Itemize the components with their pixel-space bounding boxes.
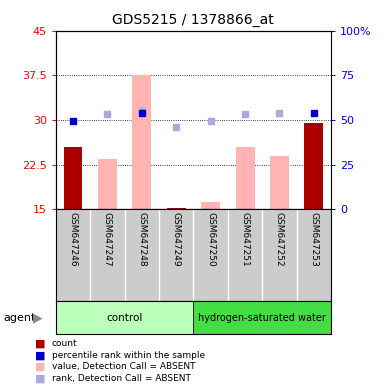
Text: GSM647247: GSM647247 [103,212,112,266]
Text: ■: ■ [35,350,45,360]
Bar [64,147,82,209]
Text: ▶: ▶ [33,311,42,324]
Bar [132,75,151,209]
Text: ■: ■ [35,373,45,383]
Text: ■: ■ [35,362,45,372]
Bar [305,123,323,209]
Text: GSM647246: GSM647246 [69,212,77,266]
Text: percentile rank within the sample: percentile rank within the sample [52,351,205,360]
Text: GSM647250: GSM647250 [206,212,215,267]
Text: GDS5215 / 1378866_at: GDS5215 / 1378866_at [112,13,273,27]
Bar [201,202,220,209]
Text: control: control [107,313,143,323]
Text: GSM647252: GSM647252 [275,212,284,266]
Bar [236,147,254,209]
Text: value, Detection Call = ABSENT: value, Detection Call = ABSENT [52,362,196,371]
Text: agent: agent [4,313,36,323]
Text: ■: ■ [35,339,45,349]
Bar [56,301,194,334]
Text: count: count [52,339,78,348]
Text: rank, Detection Call = ABSENT: rank, Detection Call = ABSENT [52,374,191,383]
Text: GSM647249: GSM647249 [172,212,181,266]
Text: hydrogen-saturated water: hydrogen-saturated water [198,313,326,323]
Text: GSM647253: GSM647253 [310,212,318,267]
Bar [167,208,186,209]
Text: GSM647248: GSM647248 [137,212,146,266]
Text: GSM647251: GSM647251 [241,212,249,267]
Bar [98,159,117,209]
Bar [194,301,331,334]
Bar [270,156,289,209]
